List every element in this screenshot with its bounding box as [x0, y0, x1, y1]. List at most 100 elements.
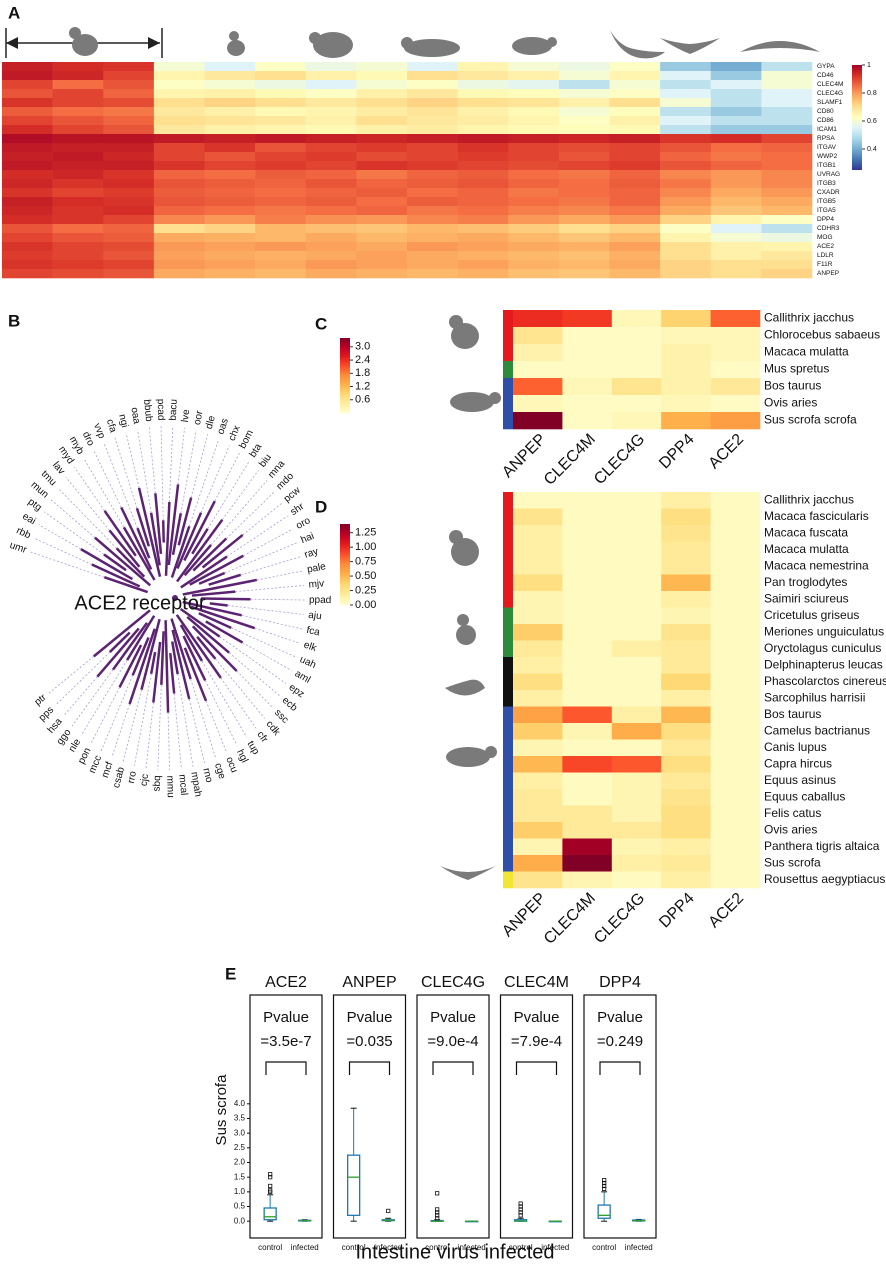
y-tick-label: 2.0 — [234, 1158, 246, 1167]
heatmap-cell — [761, 269, 813, 279]
heatmap-cell — [611, 525, 662, 542]
outlier — [518, 1201, 523, 1206]
heatmap-cell — [407, 107, 458, 117]
heatmap-cell — [204, 206, 256, 216]
heatmap-cell — [457, 224, 509, 234]
heatmap-cell — [52, 224, 104, 234]
heatmap-cell — [558, 188, 610, 198]
heatmap-cell — [660, 80, 712, 90]
tree-link — [188, 699, 205, 764]
heatmap-cell — [52, 161, 104, 171]
heatmap-cell — [305, 107, 357, 117]
tree-link — [157, 684, 162, 770]
tree-branch — [108, 631, 131, 653]
heatmap-cell — [103, 224, 155, 234]
row-label: Panthera tigris altaica — [764, 839, 880, 853]
row-label: WWP2 — [817, 153, 838, 160]
heatmap-cell — [305, 242, 357, 252]
heatmap-cell — [710, 260, 762, 270]
heatmap-cell — [611, 412, 662, 430]
colorbar — [340, 524, 350, 605]
tree-leaf-label: pcad — [155, 399, 166, 421]
tree-branch — [177, 497, 193, 546]
heatmap-cell — [513, 673, 563, 691]
heatmap-cell — [407, 116, 458, 126]
heatmap-cell — [407, 89, 458, 99]
tree-branch — [191, 590, 236, 597]
heatmap-cell — [710, 756, 761, 773]
tree-link — [103, 443, 138, 529]
group-bar — [503, 706, 513, 724]
heatmap-cell — [356, 215, 408, 225]
heatmap-cell — [558, 107, 610, 117]
heatmap-cell — [407, 206, 458, 216]
y-tick-label: 3.0 — [234, 1128, 246, 1137]
heatmap-cell — [508, 134, 560, 144]
group-bar — [503, 723, 513, 740]
heatmap-cell — [204, 179, 256, 189]
heatmap-cell — [305, 188, 357, 198]
heatmap-cell — [513, 772, 563, 790]
heatmap-cell — [562, 344, 613, 362]
heatmap-cell — [761, 197, 813, 207]
heatmap-cell — [761, 206, 813, 216]
tree-link — [90, 687, 120, 744]
heatmap-cell — [562, 525, 613, 542]
heatmap-cell — [710, 170, 762, 180]
heatmap-cell — [356, 143, 408, 153]
heatmap-cell — [508, 188, 560, 198]
tree-branch — [190, 605, 256, 630]
heatmap-cell — [562, 412, 613, 430]
group-bar — [503, 772, 513, 790]
colorbar-tick-label: 0.00 — [355, 599, 376, 611]
x-tick-label: control — [342, 1243, 366, 1252]
group-bar — [503, 805, 513, 823]
heatmap-cell — [710, 310, 761, 328]
heatmap-cell — [513, 395, 563, 413]
heatmap-cell — [255, 242, 307, 252]
row-label: Mus spretus — [764, 362, 829, 376]
tree-branch — [137, 487, 162, 577]
heatmap-cell — [513, 838, 563, 856]
tree-leaf-label: rro — [126, 770, 139, 784]
tree-link — [173, 693, 182, 769]
heatmap-cell — [661, 756, 711, 773]
group-bar — [503, 690, 513, 707]
tree-link — [188, 439, 220, 527]
heatmap-cell — [558, 62, 610, 72]
row-label: ICAM1 — [817, 126, 837, 133]
tree-branch — [175, 614, 222, 679]
heatmap-cell — [204, 233, 256, 243]
heatmap-cell — [508, 197, 560, 207]
tree-link — [204, 680, 238, 746]
heatmap-cell — [611, 673, 662, 691]
heatmap-cell — [305, 233, 357, 243]
heatmap-cell — [457, 233, 509, 243]
heatmap-cell — [508, 224, 560, 234]
row-label: Macaca mulatta — [764, 542, 849, 556]
heatmap-cell — [153, 98, 205, 108]
heatmap-cell — [103, 206, 155, 216]
colorbar — [852, 65, 862, 170]
heatmap-cell — [609, 116, 661, 126]
tree-link — [228, 652, 280, 697]
group-bar — [503, 508, 513, 526]
heatmap-cell — [661, 591, 711, 608]
heatmap-cell — [103, 107, 155, 117]
heatmap-cell — [305, 224, 357, 234]
row-label: Phascolarctos cinereus — [764, 674, 886, 688]
heatmap-cell — [609, 134, 661, 144]
heatmap-cell — [661, 657, 711, 674]
heatmap-cell — [611, 838, 662, 856]
pvalue: =0.035 — [346, 1033, 392, 1050]
tree-branch — [94, 536, 152, 587]
heatmap-cell — [204, 197, 256, 207]
row-label: LDLR — [817, 252, 834, 259]
heatmap-cell — [513, 822, 563, 839]
heatmap-cell — [710, 624, 761, 641]
heatmap-cell — [204, 251, 256, 261]
heatmap-cell — [204, 62, 256, 72]
tree-branch — [136, 527, 151, 559]
heatmap-cell — [661, 574, 711, 592]
heatmap-cell — [103, 233, 155, 243]
